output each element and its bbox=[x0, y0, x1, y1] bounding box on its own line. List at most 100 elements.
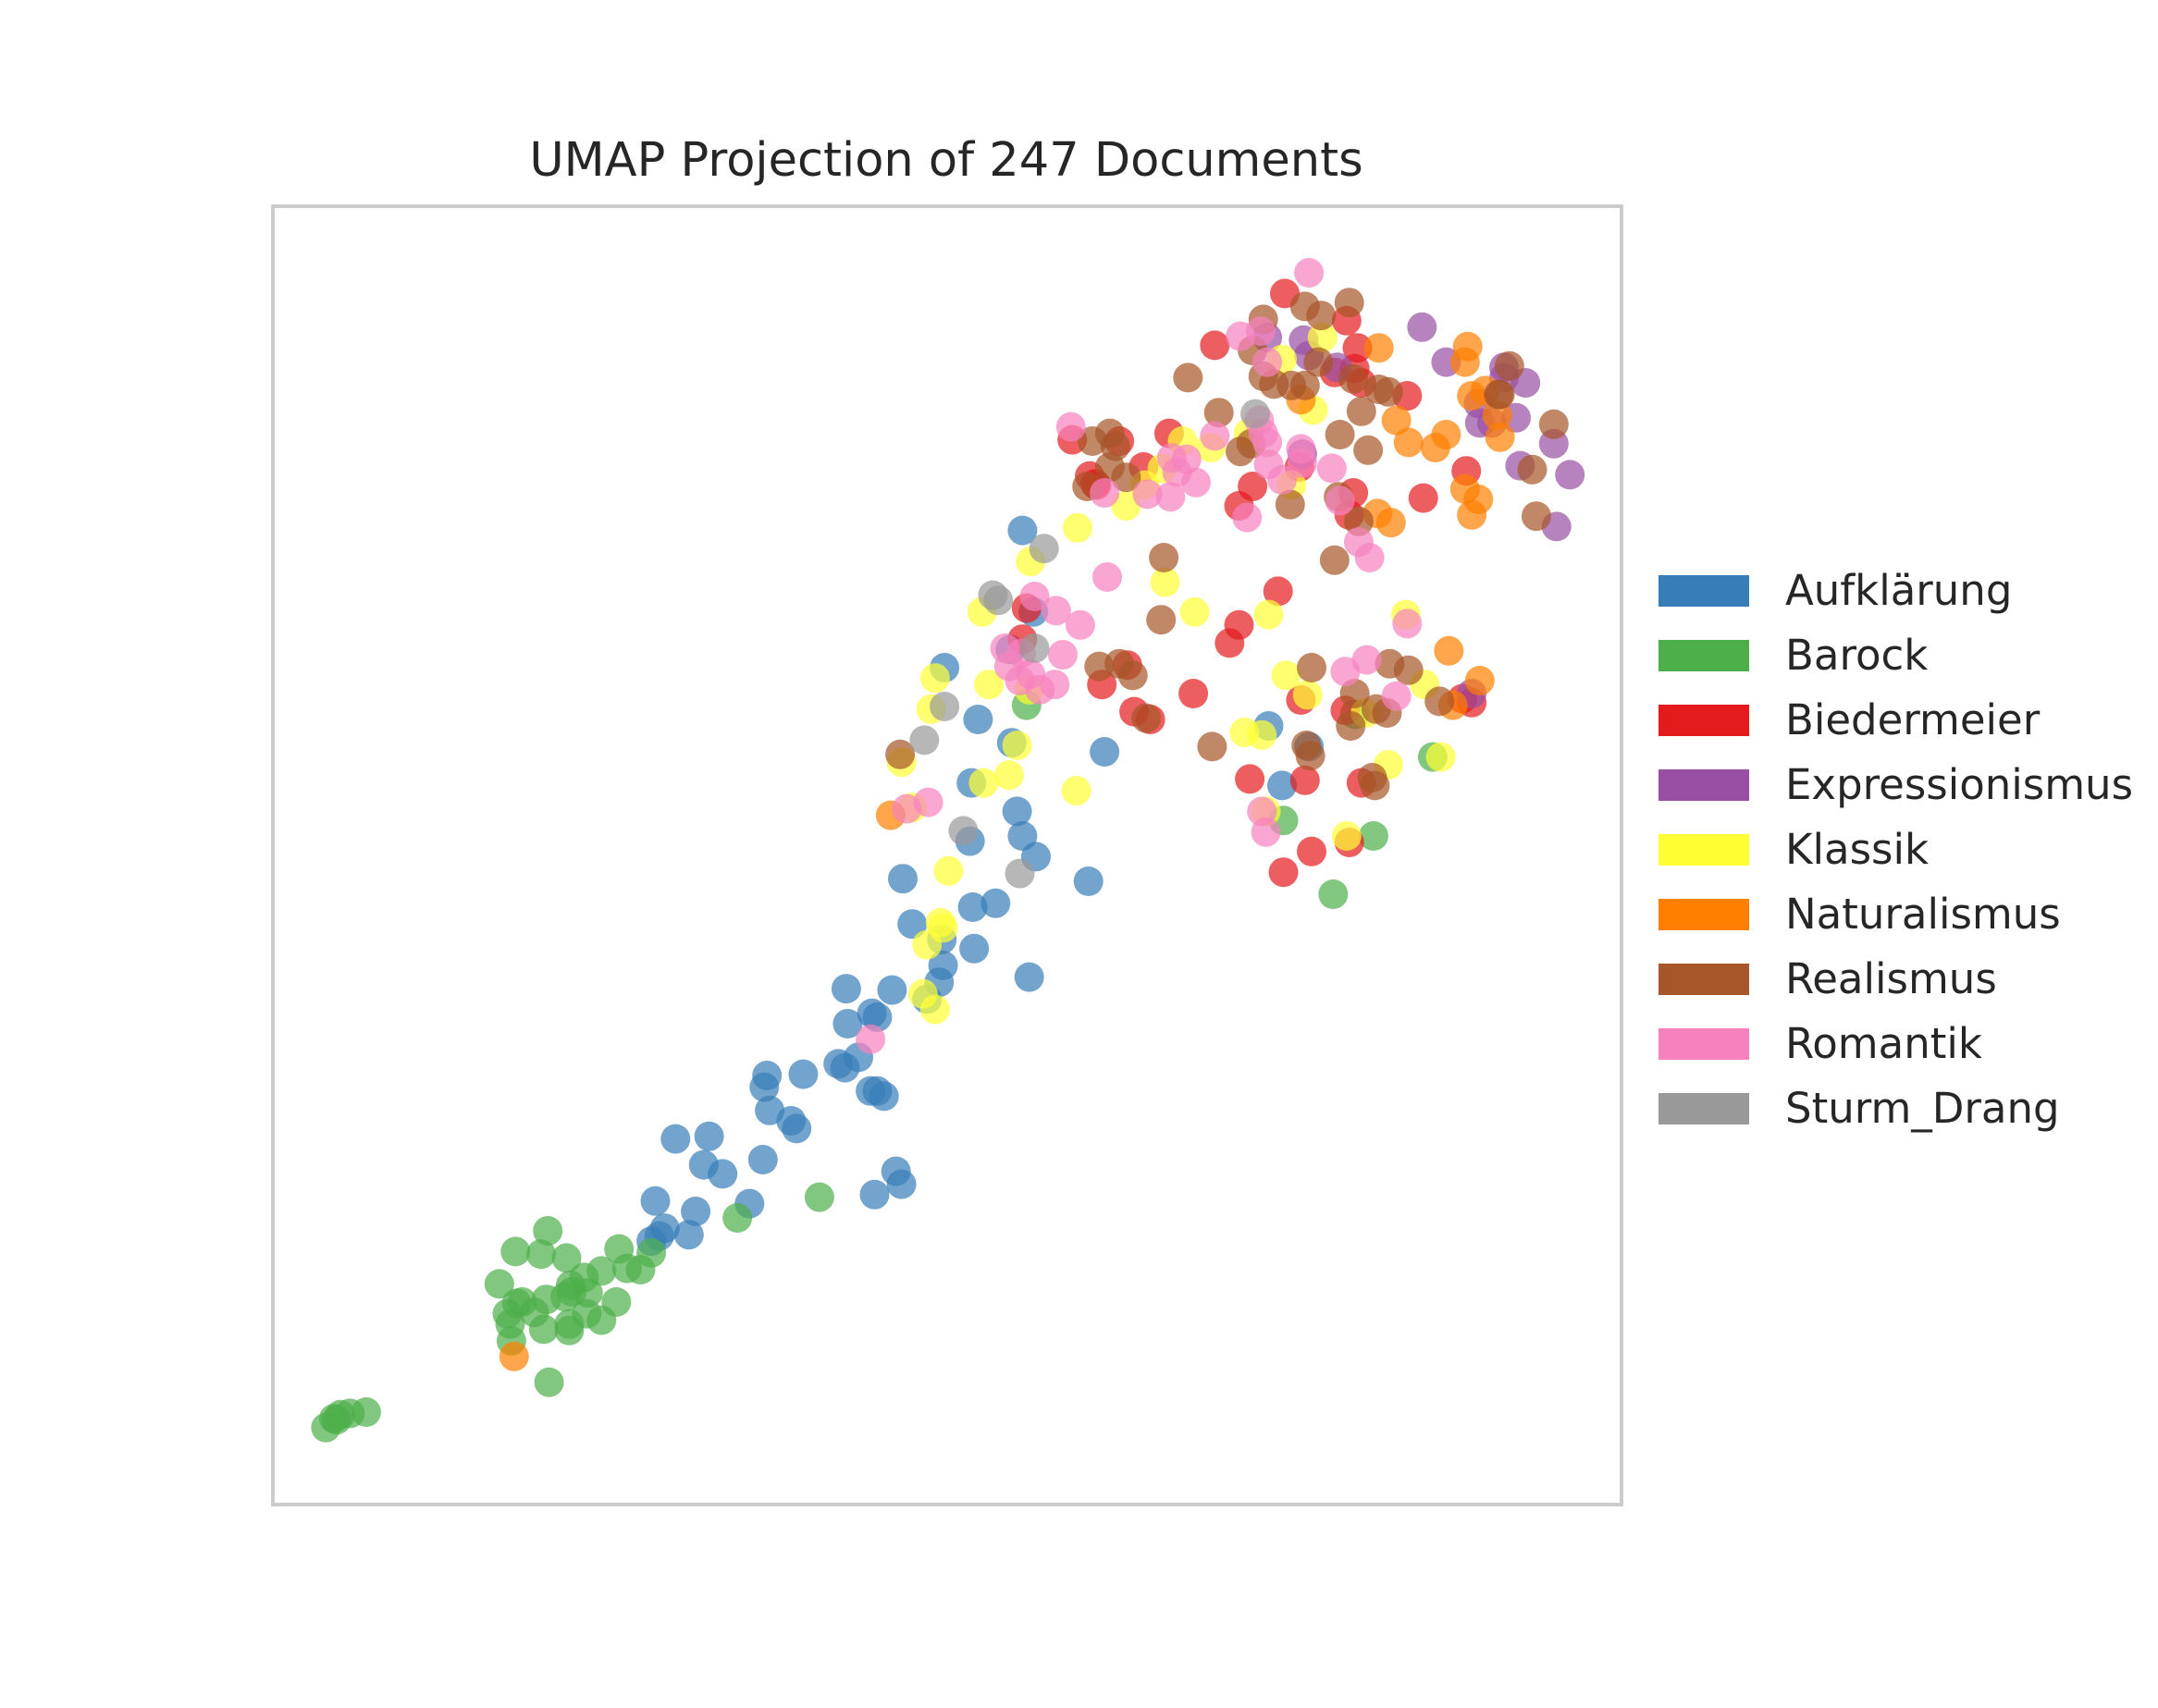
data-point bbox=[1363, 333, 1394, 363]
data-point bbox=[1331, 821, 1362, 851]
data-point bbox=[1275, 489, 1305, 520]
data-point bbox=[1292, 680, 1323, 710]
data-point bbox=[1318, 879, 1349, 909]
data-point bbox=[980, 888, 1011, 918]
data-point bbox=[1485, 422, 1515, 452]
data-point bbox=[1336, 711, 1366, 741]
data-point bbox=[1200, 330, 1230, 361]
data-point bbox=[1393, 427, 1424, 458]
data-point bbox=[1131, 703, 1162, 733]
legend-label: Klassik bbox=[1785, 825, 1929, 874]
data-point bbox=[1267, 770, 1297, 801]
series-aufkl-rung bbox=[636, 515, 1325, 1257]
data-point bbox=[1353, 435, 1384, 465]
data-point bbox=[933, 855, 964, 886]
data-point bbox=[1002, 731, 1032, 760]
data-point bbox=[856, 1024, 886, 1054]
data-point bbox=[959, 933, 990, 964]
data-point bbox=[869, 1081, 899, 1112]
legend-swatch bbox=[1659, 899, 1749, 930]
data-point bbox=[888, 864, 918, 894]
legend-swatch bbox=[1659, 575, 1749, 607]
data-point bbox=[919, 663, 950, 694]
series-sturm-drang bbox=[909, 399, 1270, 889]
data-point bbox=[1014, 962, 1044, 992]
legend-swatch bbox=[1659, 1028, 1749, 1060]
legend-swatch bbox=[1659, 640, 1749, 671]
data-point bbox=[611, 1253, 642, 1284]
legend-label: Biedermeier bbox=[1785, 695, 2041, 744]
legend-label: Aufklärung bbox=[1785, 566, 2012, 615]
data-point bbox=[1007, 515, 1038, 546]
data-point bbox=[1155, 482, 1186, 512]
data-point bbox=[499, 1341, 529, 1371]
data-point bbox=[776, 1106, 807, 1136]
data-point bbox=[1307, 323, 1338, 352]
data-point bbox=[859, 1179, 890, 1210]
data-point bbox=[1316, 453, 1347, 484]
data-point bbox=[1555, 460, 1585, 490]
legend-item: Realismus bbox=[1659, 954, 1997, 1003]
data-point bbox=[1267, 465, 1297, 495]
data-point bbox=[897, 909, 928, 940]
data-point bbox=[1407, 312, 1437, 342]
data-point bbox=[1094, 452, 1125, 482]
legend-label: Expressionismus bbox=[1785, 760, 2133, 809]
data-point bbox=[722, 1203, 753, 1233]
legend-item: Biedermeier bbox=[1659, 695, 2041, 744]
data-point bbox=[694, 1121, 724, 1151]
data-point bbox=[1294, 258, 1325, 288]
data-point bbox=[1061, 776, 1091, 805]
data-point bbox=[1375, 508, 1406, 538]
data-point bbox=[495, 1309, 525, 1339]
data-point bbox=[1306, 301, 1337, 331]
data-point bbox=[1253, 599, 1284, 630]
data-point bbox=[673, 1220, 704, 1250]
data-point bbox=[681, 1197, 711, 1226]
legend-swatch bbox=[1659, 769, 1749, 801]
data-point bbox=[830, 1052, 860, 1083]
data-point bbox=[1232, 502, 1263, 533]
data-point bbox=[1297, 836, 1326, 866]
data-point bbox=[1268, 857, 1299, 888]
data-point bbox=[601, 1287, 632, 1317]
legend-swatch bbox=[1659, 834, 1749, 866]
data-point bbox=[909, 725, 940, 756]
data-point bbox=[1007, 821, 1038, 851]
data-point bbox=[963, 705, 993, 734]
data-point bbox=[321, 1405, 351, 1435]
data-point bbox=[1484, 379, 1514, 410]
data-point bbox=[1090, 737, 1120, 767]
data-point bbox=[1346, 396, 1376, 426]
data-point bbox=[484, 1269, 514, 1299]
series-barock bbox=[311, 690, 1448, 1443]
data-point bbox=[1019, 582, 1050, 611]
legend-label: Romantik bbox=[1785, 1019, 1982, 1068]
data-point bbox=[1424, 686, 1455, 717]
legend-label: Sturm_Drang bbox=[1785, 1084, 2060, 1133]
data-point bbox=[1295, 741, 1326, 771]
data-point bbox=[1538, 409, 1569, 439]
legend-item: Expressionismus bbox=[1659, 760, 2133, 809]
data-point bbox=[1408, 483, 1438, 513]
legend-swatch bbox=[1659, 964, 1749, 995]
data-point bbox=[877, 975, 907, 1005]
data-point bbox=[892, 793, 922, 824]
data-point bbox=[351, 1397, 381, 1427]
data-point bbox=[533, 1216, 563, 1246]
data-point bbox=[1178, 679, 1209, 708]
data-point bbox=[1457, 381, 1487, 411]
legend-item: Sturm_Drang bbox=[1659, 1084, 2060, 1133]
data-point bbox=[640, 1186, 671, 1216]
data-point bbox=[1425, 742, 1456, 772]
data-point bbox=[1090, 478, 1120, 508]
data-point bbox=[1200, 421, 1230, 451]
data-point bbox=[1149, 543, 1179, 572]
data-point bbox=[1117, 660, 1148, 691]
data-point bbox=[500, 1236, 531, 1267]
data-point bbox=[1048, 640, 1078, 670]
legend-label: Barock bbox=[1785, 631, 1928, 680]
series-romantik bbox=[856, 258, 1423, 1054]
data-point bbox=[1263, 576, 1293, 607]
data-point bbox=[1325, 420, 1355, 449]
